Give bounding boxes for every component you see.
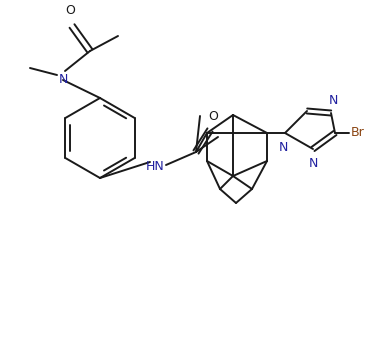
Text: N: N bbox=[58, 73, 68, 86]
Text: O: O bbox=[208, 110, 218, 123]
Text: N: N bbox=[328, 94, 338, 107]
Text: N: N bbox=[308, 157, 318, 170]
Text: Br: Br bbox=[351, 126, 365, 139]
Text: N: N bbox=[278, 141, 288, 154]
Text: HN: HN bbox=[145, 161, 164, 174]
Text: O: O bbox=[65, 4, 75, 17]
